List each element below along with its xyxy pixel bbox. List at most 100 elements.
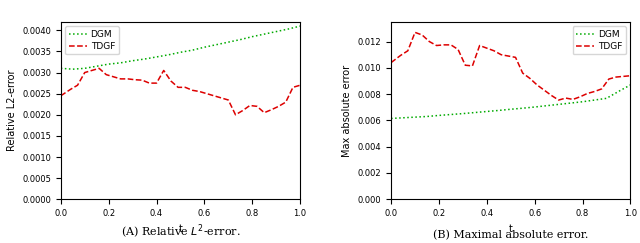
DGM [236, 38, 244, 41]
TDGF [490, 49, 498, 52]
TDGF [282, 101, 290, 104]
TDGF [419, 34, 426, 36]
TDGF [605, 78, 612, 80]
TDGF [433, 44, 440, 47]
DGM [555, 103, 563, 106]
TDGF [454, 48, 462, 51]
DGM [212, 43, 220, 46]
DGM [116, 61, 124, 64]
TDGF [196, 90, 204, 93]
TDGF [519, 72, 527, 75]
TDGF [540, 89, 548, 92]
TDGF [476, 44, 483, 47]
Line: TDGF: TDGF [61, 68, 300, 115]
DGM [519, 107, 527, 110]
TDGF [497, 53, 505, 56]
TDGF [160, 69, 168, 72]
TDGF [576, 95, 584, 98]
DGM [483, 110, 491, 113]
DGM [591, 99, 598, 102]
DGM [57, 67, 65, 70]
TDGF [81, 71, 88, 74]
TDGF [387, 61, 395, 64]
DGM [153, 55, 161, 58]
TDGF [468, 64, 476, 67]
Legend: DGM, TDGF: DGM, TDGF [65, 26, 118, 54]
TDGF [555, 99, 563, 102]
TDGF [57, 94, 65, 97]
Line: DGM: DGM [61, 26, 300, 69]
DGM [447, 113, 455, 116]
DGM [81, 67, 88, 70]
DGM [200, 46, 208, 49]
DGM [141, 58, 148, 61]
TDGF [246, 104, 253, 107]
TDGF [268, 108, 275, 111]
TDGF [102, 73, 110, 76]
TDGF [397, 54, 404, 57]
Text: (A) Relative $L^2$-error.: (A) Relative $L^2$-error. [121, 223, 240, 241]
TDGF [598, 87, 605, 90]
TDGF [461, 64, 469, 67]
TDGF [253, 105, 261, 108]
TDGF [116, 78, 124, 80]
TDGF [74, 84, 81, 87]
DGM [627, 84, 634, 87]
TDGF [411, 31, 419, 34]
DGM [273, 30, 280, 33]
Y-axis label: Relative L2-error: Relative L2-error [6, 70, 17, 151]
TDGF [153, 82, 161, 85]
DGM [531, 105, 538, 108]
DGM [603, 97, 611, 100]
TDGF [218, 96, 225, 99]
TDGF [426, 40, 433, 43]
TDGF [189, 89, 196, 92]
DGM [435, 114, 443, 117]
TDGF [562, 97, 570, 100]
DGM [164, 53, 172, 56]
TDGF [289, 86, 297, 89]
TDGF [88, 69, 96, 72]
TDGF [447, 43, 455, 46]
DGM [399, 116, 407, 119]
TDGF [275, 105, 282, 108]
TDGF [145, 82, 153, 85]
Line: TDGF: TDGF [391, 32, 630, 100]
TDGF [548, 94, 556, 97]
DGM [507, 108, 515, 111]
Legend: DGM, TDGF: DGM, TDGF [573, 26, 626, 54]
TDGF [138, 79, 146, 82]
TDGF [591, 90, 598, 93]
DGM [105, 63, 113, 66]
DGM [579, 100, 586, 103]
DGM [411, 116, 419, 119]
DGM [129, 59, 136, 62]
TDGF [569, 98, 577, 101]
DGM [225, 41, 232, 43]
DGM [459, 112, 467, 115]
TDGF [239, 109, 246, 112]
DGM [69, 68, 77, 71]
TDGF [174, 86, 182, 89]
DGM [296, 25, 304, 27]
DGM [495, 109, 502, 112]
DGM [471, 111, 479, 114]
TDGF [526, 77, 534, 80]
DGM [93, 65, 100, 68]
DGM [248, 35, 256, 38]
TDGF [95, 67, 103, 70]
TDGF [440, 43, 447, 46]
X-axis label: t: t [179, 224, 182, 234]
Text: (B) Maximal absolute error.: (B) Maximal absolute error. [433, 230, 588, 241]
TDGF [504, 55, 512, 58]
DGM [543, 104, 550, 107]
TDGF [203, 92, 211, 95]
DGM [567, 102, 575, 104]
TDGF [296, 84, 304, 87]
TDGF [67, 88, 74, 91]
DGM [260, 33, 268, 35]
TDGF [512, 56, 520, 59]
TDGF [109, 75, 117, 78]
TDGF [612, 76, 620, 78]
Line: DGM: DGM [391, 85, 630, 118]
